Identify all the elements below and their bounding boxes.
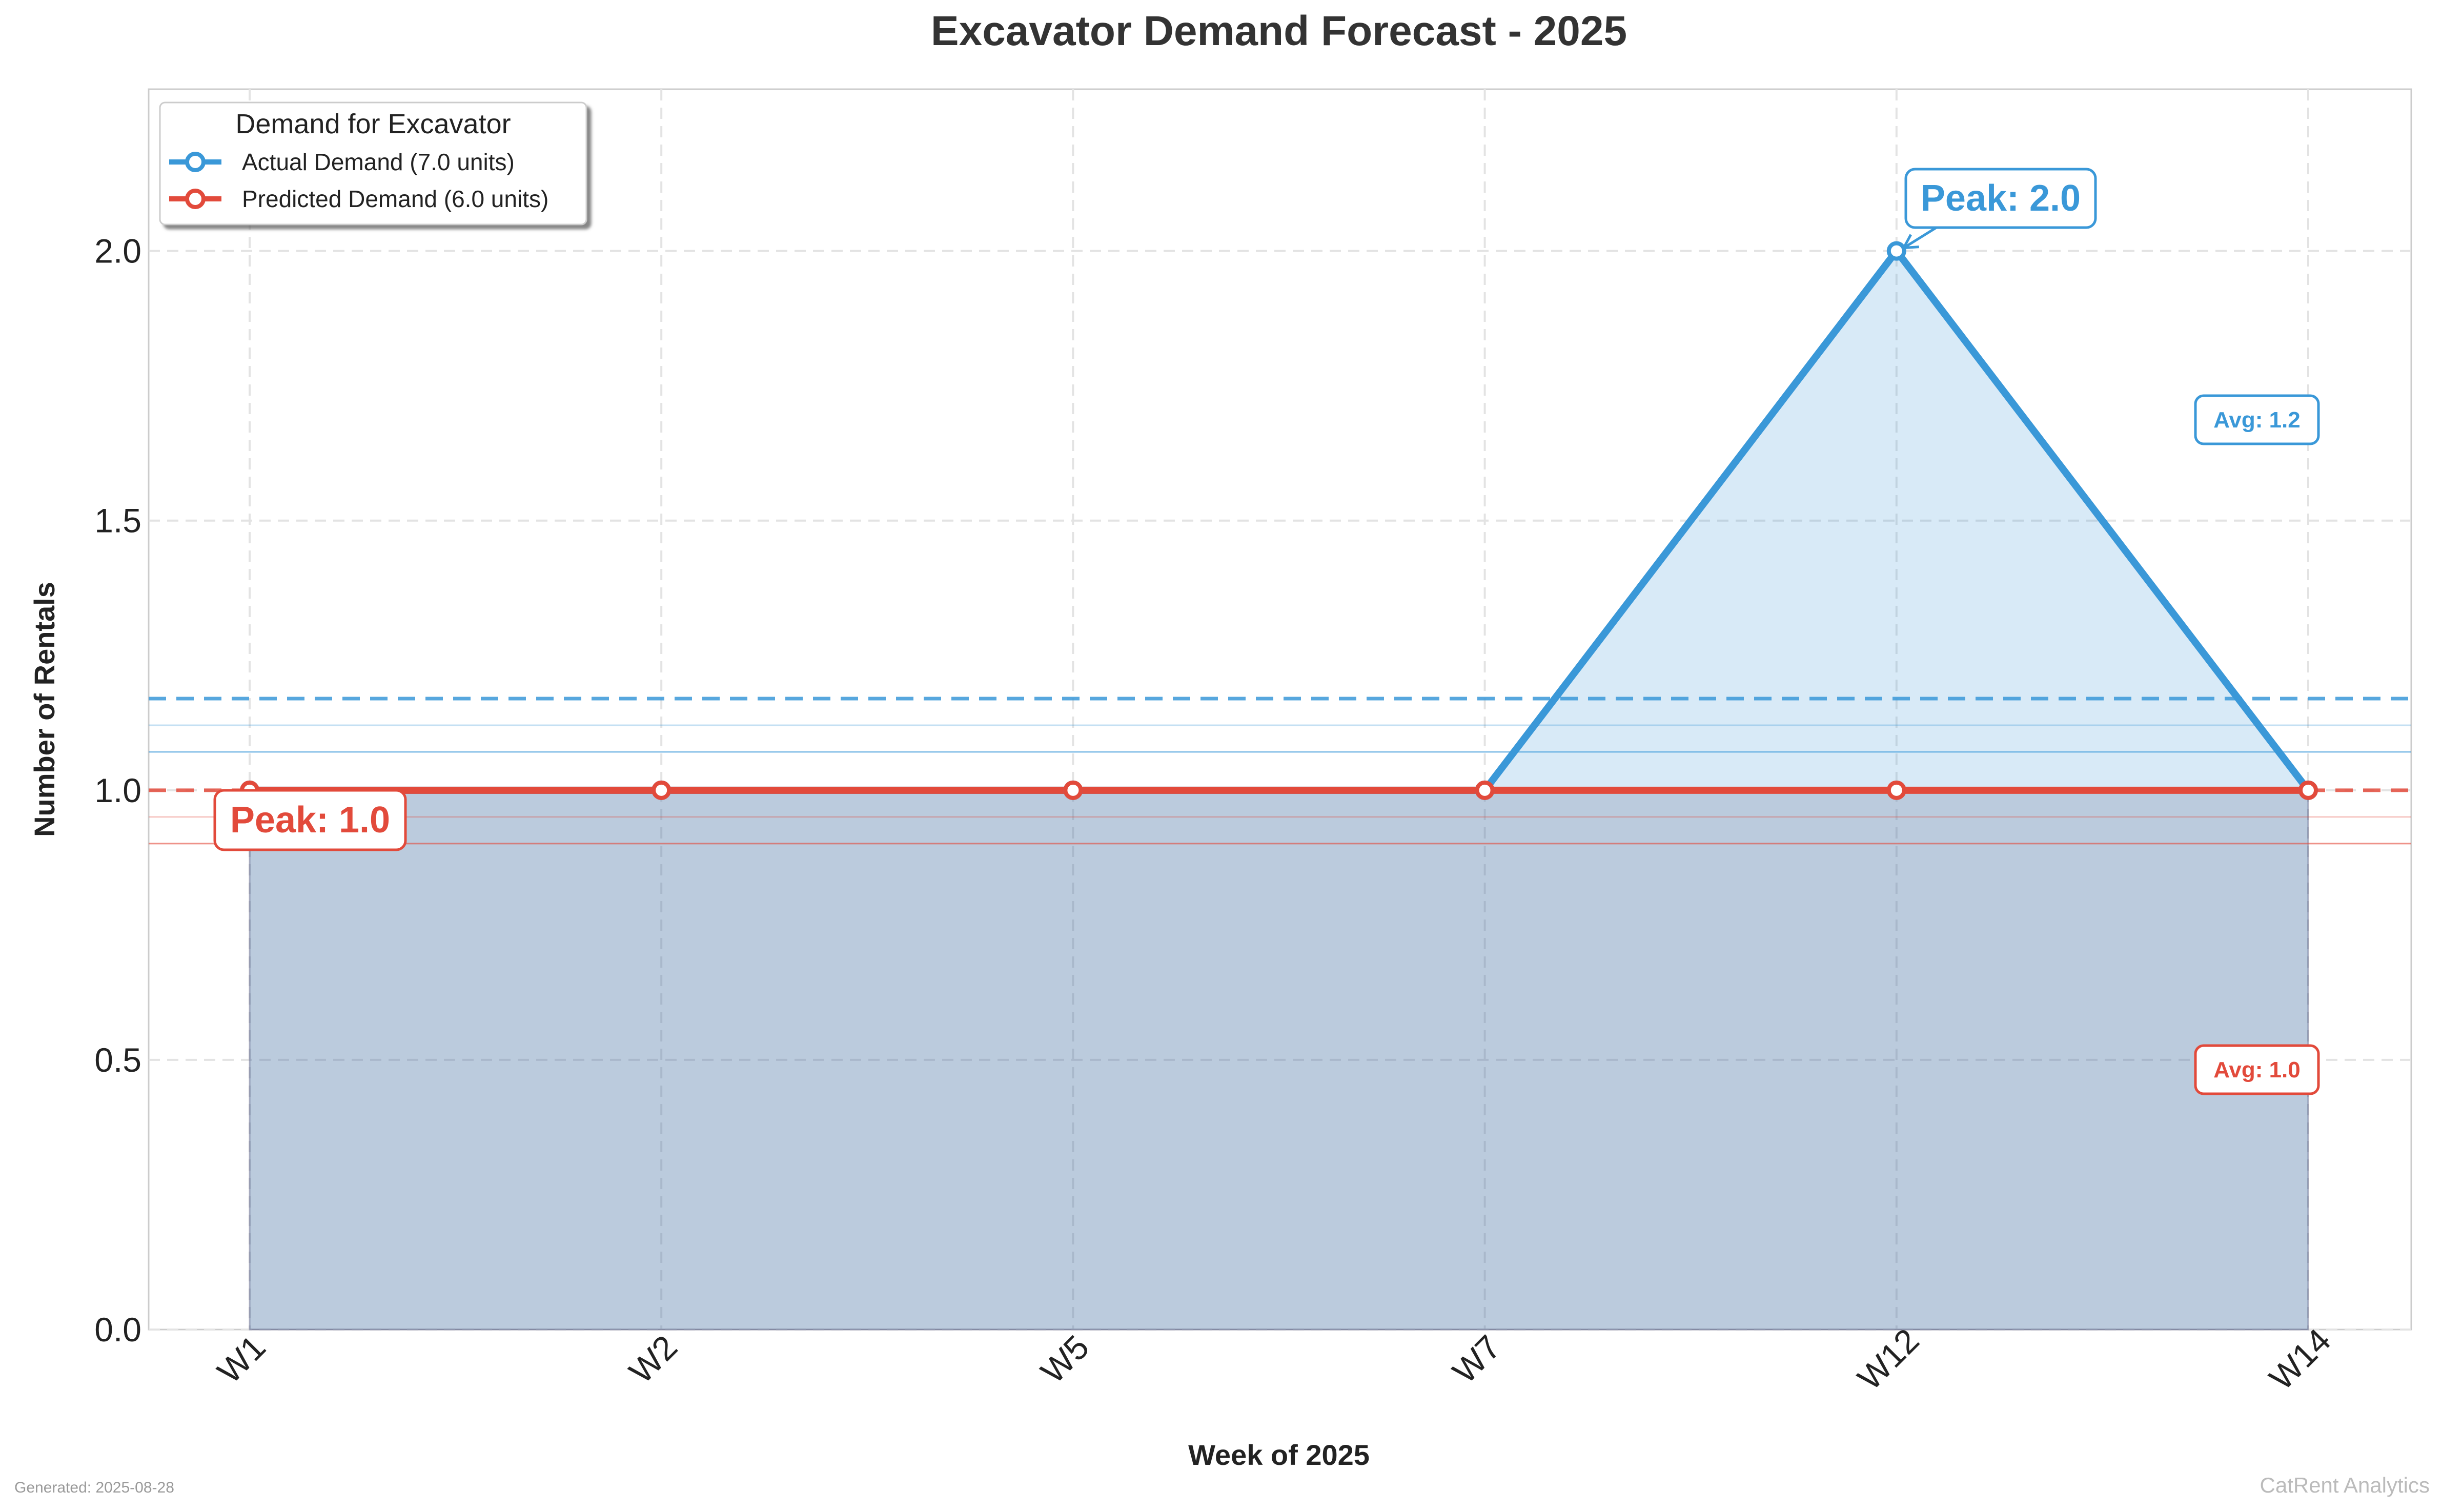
generated-date: Generated: 2025-08-28 <box>14 1479 174 1496</box>
data-point-predicted <box>652 780 671 800</box>
avg-label-box-predicted <box>2194 1044 2320 1095</box>
y-axis-label: Number of Rentals <box>28 582 60 837</box>
data-point-actual <box>1886 241 1906 261</box>
legend-label-actual: Actual Demand (7.0 units) <box>242 149 515 175</box>
legend-swatch-marker <box>185 152 206 172</box>
brand-watermark: CatRent Analytics <box>2260 1473 2430 1497</box>
x-tick-labels: W1 W2 W5 W7 W12 W14 <box>210 1321 2338 1397</box>
x-axis-label: Week of 2025 <box>1188 1439 1370 1471</box>
data-point-predicted <box>1475 780 1495 800</box>
y-tick-label: 0.0 <box>94 1311 141 1348</box>
peak-arrowhead <box>1902 234 1919 250</box>
data-point-predicted <box>2298 780 2318 800</box>
legend-item-predicted: Predicted Demand (6.0 units) <box>169 186 548 212</box>
plot-area <box>148 88 2412 1331</box>
y-tick-label: 2.0 <box>94 232 141 270</box>
y-tick-label: 1.5 <box>94 502 141 540</box>
y-tick-label: 0.5 <box>94 1041 141 1079</box>
legend-label-predicted: Predicted Demand (6.0 units) <box>242 186 548 212</box>
legend: Demand for Excavator Actual Demand (7.0 … <box>159 101 587 226</box>
peak-label-box-predicted <box>213 789 407 851</box>
legend-swatch-marker <box>185 189 206 209</box>
data-point-predicted <box>1886 780 1906 800</box>
avg-label-predicted: Avg: 1.0 <box>2213 1057 2301 1082</box>
peak-label-box-actual <box>1904 168 2097 229</box>
x-tick-label: W2 <box>622 1328 684 1391</box>
data-point-predicted <box>1063 780 1083 800</box>
x-tick-label: W1 <box>210 1328 273 1391</box>
avg-label-actual: Avg: 1.2 <box>2213 407 2301 433</box>
peak-label-predicted: Peak: 1.0 <box>230 800 390 841</box>
x-tick-label: W12 <box>1850 1321 1926 1397</box>
y-tick-label: 1.0 <box>94 771 141 809</box>
y-tick-labels: 0.0 0.5 1.0 1.5 2.0 <box>94 232 141 1348</box>
avg-label-box-actual <box>2194 394 2320 445</box>
series-lines <box>246 247 2312 794</box>
legend-item-actual: Actual Demand (7.0 units) <box>169 149 515 175</box>
peak-label-actual: Peak: 2.0 <box>1921 178 2081 219</box>
legend-title: Demand for Excavator <box>235 109 511 139</box>
annotations: Peak: 2.0 Peak: 1.0 Avg: 1.2 Avg: 1.0 <box>213 168 2320 1095</box>
area-fill-predicted <box>249 789 2309 1331</box>
grid-lines <box>149 89 2411 1331</box>
x-tick-label: W7 <box>1445 1328 1508 1391</box>
legend-box <box>159 101 587 226</box>
x-tick-label: W5 <box>1033 1328 1096 1391</box>
chart-title: Excavator Demand Forecast - 2025 <box>931 8 1627 54</box>
x-tick-label: W14 <box>2262 1321 2338 1397</box>
